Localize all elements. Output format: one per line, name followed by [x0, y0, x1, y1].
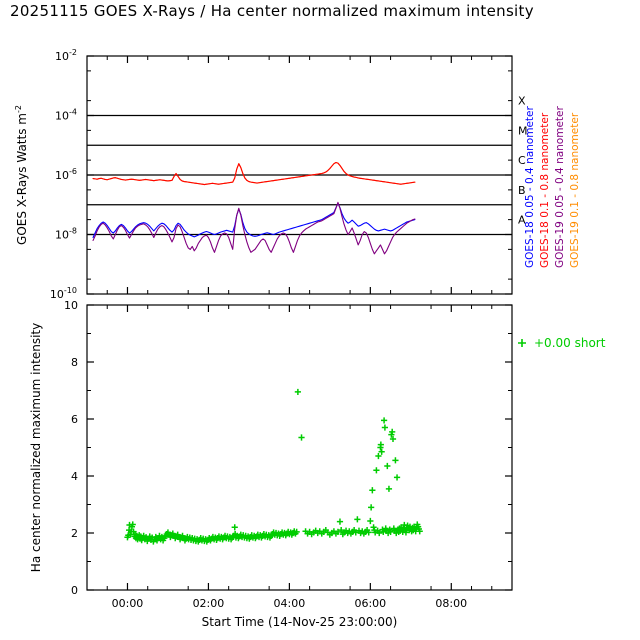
halpha-legend: +0.00 short: [518, 336, 606, 350]
top-ytick-label: 10-8: [55, 227, 77, 242]
xaxis-label: Start Time (14-Nov-25 23:00:00): [202, 615, 398, 629]
halpha-point: [365, 529, 372, 536]
halpha-point: [354, 516, 361, 523]
halpha-point: [380, 528, 387, 535]
halpha-point: [369, 487, 376, 494]
goes-legend-entry-2: GOES-19 0.05 - 0.4 nanometer: [554, 106, 566, 269]
halpha-point: [293, 528, 300, 535]
top-panel-ylabel: GOES X-Rays Watts m-2: [14, 105, 29, 245]
halpha-point: [375, 452, 382, 460]
halpha-points: [124, 388, 423, 545]
bottom-ytick-label: 2: [71, 527, 78, 540]
halpha-point: [298, 434, 305, 441]
flare-class-label-B: B: [518, 184, 526, 197]
flare-class-label-X: X: [518, 95, 526, 108]
flare-class-label-A: A: [518, 214, 526, 227]
halpha-legend-label: +0.00 short: [534, 336, 606, 350]
flare-class-label-M: M: [518, 124, 528, 137]
page-title: 20251115 GOES X-Rays / Ha center normali…: [10, 2, 534, 20]
top-ytick-label: 10-2: [55, 48, 77, 63]
goes-legend-entry-3: GOES-19 0.1 - 0.8 nanometer: [569, 112, 581, 268]
xray-trace-0000ff: [92, 202, 416, 239]
halpha-panel: 0 2 4 6 8 10 00:00 02:00 04:00 06:00 08:00 Ha cente…: [29, 299, 513, 629]
halpha-legend-marker: [518, 339, 526, 347]
halpha-point: [385, 485, 393, 492]
halpha-point: [294, 388, 301, 396]
goes-legend: GOES-18 0.05 - 0.4 nanometer GOES-18 0.1 …: [524, 106, 581, 269]
halpha-point: [370, 524, 377, 531]
xtick-label: 00:00: [112, 597, 144, 610]
xray-trace-ff0000: [92, 161, 416, 186]
halpha-point: [402, 529, 410, 536]
xtick-label: 02:00: [193, 597, 225, 610]
xtick-label: 08:00: [435, 597, 467, 610]
halpha-point: [376, 529, 383, 537]
halpha-point: [231, 524, 238, 531]
halpha-point: [388, 431, 395, 438]
bottom-ytick-label: 0: [71, 584, 78, 597]
halpha-point: [378, 448, 385, 455]
top-ytick-label: 10-4: [55, 108, 77, 123]
xray-trace-800080: [92, 201, 416, 255]
halpha-point: [392, 457, 399, 464]
halpha-point: [380, 417, 388, 424]
xtick-label: 06:00: [354, 597, 386, 610]
xtick-label: 04:00: [274, 597, 306, 610]
bottom-ytick-label: 4: [71, 470, 78, 483]
halpha-point: [389, 435, 397, 443]
halpha-point: [373, 467, 380, 474]
goes-legend-entry-1: GOES-18 0.1 - 0.8 nanometer: [539, 112, 551, 268]
goes-legend-entry-0: GOES-18 0.05 - 0.4 nanometer: [524, 106, 536, 269]
halpha-point: [384, 462, 391, 470]
bottom-panel-ylabel: Ha center normalized maximum intensity: [29, 323, 43, 572]
halpha-point: [381, 424, 389, 431]
bottom-ytick-label: 8: [71, 356, 78, 369]
halpha-point: [416, 528, 423, 535]
bottom-panel-frame: [86, 304, 513, 591]
halpha-point: [377, 441, 384, 448]
top-ytick-label: 10-6: [55, 167, 77, 182]
halpha-point: [389, 428, 396, 435]
halpha-point: [129, 521, 136, 528]
halpha-point: [393, 474, 401, 481]
halpha-point: [336, 518, 344, 525]
xray-trace-ff8c00: [92, 161, 416, 186]
flare-class-label-C: C: [518, 154, 526, 167]
halpha-point: [368, 504, 375, 511]
bottom-ytick-label: 10: [64, 299, 78, 312]
halpha-point: [334, 528, 342, 535]
halpha-point: [387, 528, 394, 535]
bottom-ytick-label: 6: [71, 413, 78, 426]
halpha-point: [367, 517, 374, 525]
